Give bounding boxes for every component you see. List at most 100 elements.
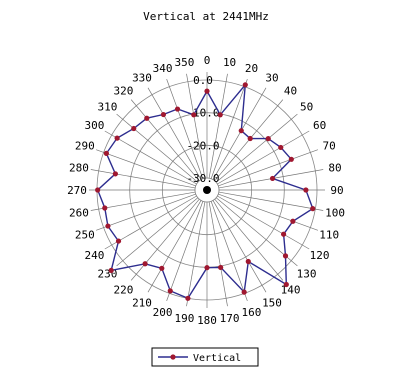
angle-tick-label: 60 xyxy=(313,119,326,132)
angle-tick-label: 140 xyxy=(281,284,301,297)
grid-spoke xyxy=(208,201,228,307)
radial-tick-label: 0.0 xyxy=(193,74,213,87)
data-point xyxy=(278,144,284,151)
grid-spoke xyxy=(210,78,248,179)
radial-labels: 0.0 -10.0 -20.0 -30.0 xyxy=(186,74,219,185)
data-point xyxy=(160,111,167,118)
grid-spoke xyxy=(218,149,319,187)
data-point xyxy=(245,258,251,265)
angle-tick-label: 250 xyxy=(75,228,95,241)
data-point xyxy=(282,253,289,259)
radial-tick-label: -30.0 xyxy=(186,172,219,185)
legend-marker xyxy=(170,354,176,360)
data-point xyxy=(218,264,224,271)
radial-tick-label: -10.0 xyxy=(186,107,219,120)
data-point xyxy=(242,82,248,88)
grid-spoke xyxy=(186,201,206,307)
data-point xyxy=(204,88,210,94)
grid-spoke xyxy=(116,113,199,183)
angle-tick-label: 320 xyxy=(114,84,134,97)
angle-tick-label: 330 xyxy=(132,71,152,84)
angle-tick-label: 70 xyxy=(323,140,336,153)
data-point xyxy=(95,187,101,193)
grid-spoke xyxy=(147,200,202,293)
grid-spoke xyxy=(90,169,196,189)
angle-tick-label: 220 xyxy=(114,284,134,297)
data-point xyxy=(191,112,197,118)
angle-tick-label: 240 xyxy=(84,249,104,262)
grid-spoke xyxy=(215,113,298,183)
legend-label: Vertical xyxy=(193,353,241,364)
data-point xyxy=(241,289,247,295)
data-point xyxy=(217,112,223,118)
grid-spoke xyxy=(90,191,196,211)
data-point xyxy=(238,128,244,134)
radial-tick-label: -20.0 xyxy=(186,139,219,152)
grid-spoke xyxy=(218,193,319,231)
angle-tick-label: 280 xyxy=(69,161,89,174)
angle-tick-label: 200 xyxy=(153,306,173,319)
angle-tick-label: 90 xyxy=(330,184,343,197)
data-point xyxy=(105,223,111,229)
grid-spoke xyxy=(95,149,196,187)
angle-tick-label: 150 xyxy=(262,297,282,310)
angle-tick-label: 110 xyxy=(319,228,339,241)
grid-spoke xyxy=(166,201,204,302)
data-point xyxy=(310,206,316,212)
angle-tick-label: 130 xyxy=(297,268,317,281)
data-point xyxy=(102,205,108,211)
data-point xyxy=(204,265,210,271)
angle-tick-label: 40 xyxy=(284,84,297,97)
angle-tick-label: 170 xyxy=(220,312,240,325)
data-point xyxy=(247,135,253,142)
grid-spoke xyxy=(130,198,200,281)
data-point xyxy=(280,231,287,237)
grid-spoke xyxy=(166,78,204,179)
angle-tick-label: 350 xyxy=(174,56,194,69)
data-point xyxy=(269,175,276,182)
data-point xyxy=(290,218,296,224)
data-point xyxy=(159,265,165,271)
grid-spoke xyxy=(130,99,200,182)
data-point xyxy=(142,261,148,267)
angle-tick-label: 50 xyxy=(300,100,313,113)
angle-tick-label: 100 xyxy=(325,207,345,220)
data-point xyxy=(185,295,191,301)
grid-spoke xyxy=(217,195,310,250)
grid-spoke xyxy=(217,130,310,185)
data-point xyxy=(167,288,173,294)
data-point xyxy=(103,150,109,156)
data-point xyxy=(115,238,122,244)
data-point xyxy=(114,135,120,141)
angle-tick-label: 10 xyxy=(223,56,236,69)
grid-spoke xyxy=(210,201,248,302)
angle-tick-label: 20 xyxy=(245,62,258,75)
series-layer xyxy=(95,82,316,301)
data-point xyxy=(131,125,137,132)
angle-tick-label: 160 xyxy=(242,306,262,319)
grid-spoke xyxy=(186,73,206,179)
angle-tick-label: 270 xyxy=(67,184,87,197)
data-point xyxy=(144,115,150,121)
angle-tick-label: 180 xyxy=(197,314,217,327)
angle-tick-label: 80 xyxy=(328,161,341,174)
grid-spoke xyxy=(212,87,267,180)
chart-title: Vertical at 2441MHz xyxy=(143,10,269,23)
grid-spoke xyxy=(116,197,199,267)
angle-tick-label: 30 xyxy=(265,71,278,84)
angle-tick-label: 290 xyxy=(75,140,95,153)
grid-spoke xyxy=(212,200,267,293)
angle-tick-label: 120 xyxy=(310,249,330,262)
data-point xyxy=(265,136,271,142)
data-point xyxy=(108,267,114,273)
legend-box xyxy=(151,347,259,367)
angle-tick-label: 310 xyxy=(97,100,117,113)
data-point xyxy=(288,156,294,162)
grid-spoke xyxy=(214,198,284,281)
grid-spoke xyxy=(208,73,228,179)
grid-spoke xyxy=(147,87,202,180)
data-point xyxy=(303,187,309,193)
